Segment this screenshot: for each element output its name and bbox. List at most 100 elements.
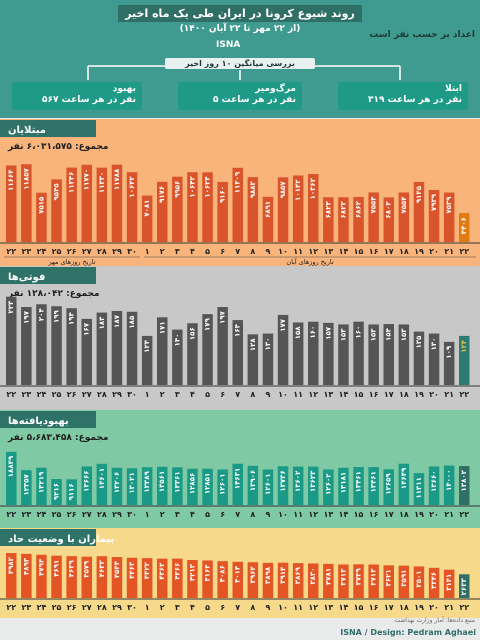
bar	[141, 558, 153, 598]
bar-value-label: ۱۹۷	[219, 310, 227, 324]
bar-value-label: ۴۴۶۳	[128, 561, 136, 579]
bar	[247, 334, 259, 385]
bar	[81, 466, 92, 505]
bar	[36, 554, 47, 598]
bar	[202, 560, 213, 598]
bar-value-label: ۱۳۶۶۰	[430, 470, 438, 491]
bar	[187, 560, 198, 598]
x-tick-label: ۲۲	[6, 603, 16, 612]
bar	[413, 331, 425, 385]
bar-value-label: ۲۲۳	[7, 300, 15, 314]
x-tick-label: ۱۸	[399, 247, 409, 256]
x-tick-label: ۱	[145, 510, 150, 519]
average-card-cases: ابتلا ۳۱۹ نفر در هر ساعت	[338, 82, 468, 110]
bar-value-label: ۱۸۳	[98, 316, 106, 330]
x-tick-label: ۲۱	[444, 247, 454, 256]
average-card-deaths: مرگ‌ومیر ۵ نفر در هر ساعت	[178, 82, 302, 110]
bar	[232, 463, 243, 505]
bar	[398, 324, 410, 385]
bar-value-label: ۶۸۰۳	[385, 201, 393, 219]
x-tick-label: ۱۵	[354, 510, 364, 519]
x-tick-label: ۷	[235, 510, 240, 519]
bar-value-label: ۹۸۵۷	[279, 181, 287, 199]
bar	[51, 555, 62, 598]
bar	[51, 179, 62, 242]
bar	[292, 175, 304, 242]
bar-value-label: ۱۲۸۵۱	[204, 473, 212, 494]
bar-value-label: ۱۹۹	[53, 310, 61, 324]
x-tick-label: ۲۱	[444, 390, 454, 399]
bar	[277, 314, 289, 385]
bar-value-label: ۱۳۹۰۶	[249, 470, 257, 491]
x-tick-label: ۵	[205, 390, 210, 399]
x-tick-label: ۱۰	[278, 247, 288, 256]
x-tick-label: ۲۵	[52, 390, 62, 399]
chart-title-band	[0, 120, 96, 137]
x-tick-label: ۶	[220, 390, 225, 399]
bar-value-label: ۱۰۹	[445, 345, 453, 359]
bar-value-label: ۴۶۳۹	[68, 559, 76, 577]
bar-value-label: ۳۱۴۱	[445, 574, 453, 591]
bar-value-label: ۱۹۷	[22, 310, 30, 324]
bar-value-label: ۴۰۸۶	[219, 565, 227, 582]
bar	[353, 196, 364, 242]
bar-value-label: ۳۷۱۳	[370, 568, 378, 586]
x-tick-label: ۲۴	[37, 603, 47, 612]
bar-value-label: ۱۳۴۶۱	[370, 471, 378, 492]
bar-value-label: ۹۱۴۵	[415, 185, 423, 203]
bar	[141, 335, 153, 385]
bar-value-label: ۱۸۵	[128, 315, 136, 329]
bar	[323, 197, 334, 242]
bar-value-label: ۴۳۶۲	[158, 562, 166, 580]
bar-value-label: ۱۱۸۵۷	[22, 168, 30, 190]
bar	[413, 566, 425, 598]
bar-value-label: ۴۰۱۴	[234, 565, 242, 583]
x-tick-label: ۱۹	[414, 510, 424, 519]
bar	[172, 558, 183, 598]
units-note: اعداد بر حسب نفر است	[369, 30, 475, 40]
x-tick-label: ۹	[266, 390, 271, 399]
bar-value-label: ۹۸۸۳	[249, 180, 257, 198]
x-tick-label: ۲	[160, 390, 165, 399]
bar-value-label: ۱۹۴	[68, 311, 76, 325]
bar-value-label: ۱۲۸	[249, 338, 257, 352]
bar-value-label: ۹۹۵۶	[173, 181, 181, 198]
bar	[262, 469, 274, 505]
bar-value-label: ۱۸۷	[113, 314, 121, 328]
bar	[232, 561, 243, 598]
x-tick-label: ۸	[250, 390, 255, 399]
page-subtitle: (از ۲۲ مهر تا ۲۲ آبان ۱۴۰۰)	[179, 24, 301, 34]
bar	[217, 561, 228, 598]
x-tick-label: ۱۶	[369, 247, 379, 256]
bar-value-label: ۳۷۱۳	[339, 568, 347, 586]
bar	[6, 296, 17, 385]
bar	[217, 181, 228, 242]
x-tick-label: ۶	[220, 603, 225, 612]
x-tick-label: ۱۷	[384, 510, 394, 519]
bar-value-label: ۷۵۵۴	[400, 196, 408, 214]
credit: ISNA / Design: Pedram Aghaei	[340, 628, 476, 637]
bar-value-label: ۱۱۳۴۶	[68, 172, 76, 193]
x-tick-label: ۲۹	[112, 247, 122, 256]
x-tick-label: ۲۰	[429, 603, 439, 612]
bar	[323, 469, 334, 505]
x-tick-label: ۵	[205, 247, 210, 256]
x-tick-label: ۱	[145, 603, 150, 612]
x-tick-label: ۳۰	[127, 510, 137, 519]
x-tick-label: ۲۲	[6, 510, 16, 519]
bar-value-label: ۳۹۶۴	[249, 566, 257, 584]
bar-value-label: ۱۳۶۲۳	[309, 470, 317, 492]
bar	[81, 556, 92, 598]
x-tick-label: ۱۰	[278, 390, 288, 399]
x-tick-label: ۱۸	[399, 603, 409, 612]
bar-value-label: ۱۷۱	[158, 321, 166, 334]
bar	[459, 335, 470, 385]
x-tick-label: ۶	[220, 247, 225, 256]
bar	[353, 467, 364, 505]
bar	[96, 463, 108, 505]
x-tick-label: ۲۹	[112, 390, 122, 399]
x-tick-label: ۴	[190, 510, 195, 519]
bar-value-label: ۱۳۵	[415, 335, 423, 349]
bar	[36, 304, 47, 385]
